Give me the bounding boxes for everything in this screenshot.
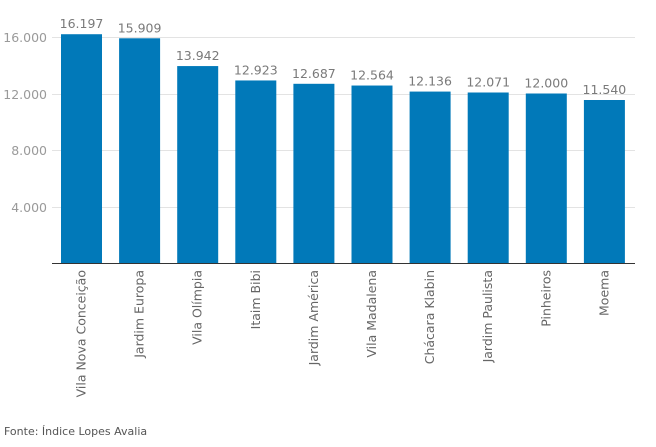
y-tick-label: 12.000 bbox=[3, 87, 47, 102]
category-label: Itaim Bibi bbox=[248, 270, 263, 329]
data-label: 12.687 bbox=[292, 66, 336, 81]
data-label: 12.923 bbox=[234, 62, 278, 77]
bars bbox=[61, 34, 625, 264]
category-labels: Vila Nova Conceição Jardim Europa Vila Olí… bbox=[74, 270, 612, 397]
bar bbox=[235, 80, 277, 264]
data-label: 12.136 bbox=[408, 74, 452, 89]
category-label: Jardim Paulista bbox=[480, 270, 495, 363]
category-label: Vila Olímpia bbox=[190, 270, 205, 345]
category-label: Vila Nova Conceição bbox=[74, 270, 89, 397]
bar bbox=[583, 99, 625, 263]
y-tick-label: 8.000 bbox=[11, 143, 47, 158]
bar bbox=[525, 93, 567, 263]
bar bbox=[61, 34, 102, 263]
data-label: 12.564 bbox=[350, 68, 394, 83]
bar bbox=[409, 91, 451, 263]
y-axis-ticks: 4.000 8.000 12.000 16.000 bbox=[3, 30, 47, 215]
bar bbox=[467, 92, 509, 263]
category-label: Pinheiros bbox=[538, 270, 553, 327]
source-note: Fonte: Índice Lopes Avalia bbox=[4, 425, 148, 438]
data-label: 15.909 bbox=[118, 20, 162, 35]
bar bbox=[177, 66, 219, 264]
category-label: Chácara Klabin bbox=[422, 270, 437, 364]
data-label: 11.540 bbox=[583, 82, 627, 97]
bar-chart: 4.000 8.000 12.000 16.000 16.197 15.909 13.94… bbox=[3, 16, 635, 397]
data-label: 12.000 bbox=[524, 76, 568, 91]
data-label: 16.197 bbox=[60, 16, 104, 31]
data-label: 12.071 bbox=[466, 74, 510, 89]
data-label: 13.942 bbox=[176, 48, 220, 63]
bar bbox=[119, 38, 161, 264]
value-labels: 16.197 15.909 13.942 12.923 12.687 12.564 12.1… bbox=[60, 16, 627, 97]
category-label: Jardim Europa bbox=[132, 270, 147, 359]
y-tick-label: 4.000 bbox=[11, 200, 47, 215]
bar bbox=[351, 85, 393, 263]
category-label: Moema bbox=[596, 270, 611, 316]
category-label: Jardim América bbox=[306, 270, 321, 366]
category-label: Vila Madalena bbox=[364, 270, 379, 358]
bar bbox=[293, 83, 335, 263]
y-tick-label: 16.000 bbox=[3, 30, 47, 45]
